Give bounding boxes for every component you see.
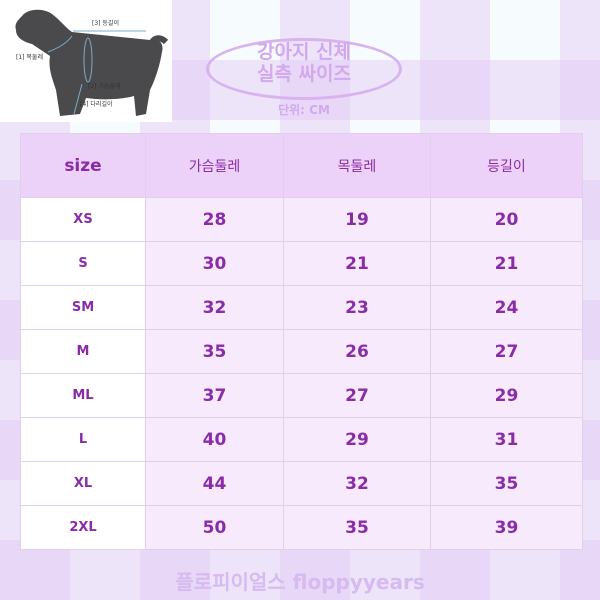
- measurement-cell: 19: [283, 197, 431, 242]
- title-line1: 강아지 신체: [256, 41, 351, 63]
- column-header: 등길이: [430, 133, 583, 198]
- table-row: XS 28 19 20: [20, 197, 583, 242]
- measurement-cell: 21: [283, 241, 431, 286]
- table-row: XL 44 32 35: [20, 461, 583, 506]
- size-cell: L: [20, 417, 146, 462]
- measurement-cell: 24: [430, 285, 583, 330]
- title-line2: 실측 싸이즈: [256, 63, 351, 85]
- measurement-cell: 32: [283, 461, 431, 506]
- measurement-cell: 35: [430, 461, 583, 506]
- measurement-cell: 35: [145, 329, 284, 374]
- size-table: size 가슴둘레 목둘레 등길이 XS 28 19 20 S 30 21 21 SM 32 23 24 M 3…: [20, 133, 583, 550]
- size-cell: ML: [20, 373, 146, 418]
- measurement-cell: 27: [283, 373, 431, 418]
- measurement-cell: 44: [145, 461, 284, 506]
- column-header: 목둘레: [283, 133, 431, 198]
- column-header: size: [20, 133, 146, 198]
- measurement-cell: 40: [145, 417, 284, 462]
- measurement-cell: 28: [145, 197, 284, 242]
- table-header: size 가슴둘레 목둘레 등길이: [20, 133, 583, 198]
- size-cell: XL: [20, 461, 146, 506]
- measurement-cell: 21: [430, 241, 583, 286]
- back-length-label: [3] 등길이: [92, 19, 119, 27]
- measurement-cell: 26: [283, 329, 431, 374]
- measurement-cell: 23: [283, 285, 431, 330]
- size-cell: 2XL: [20, 505, 146, 550]
- measurement-cell: 50: [145, 505, 284, 550]
- unit-label: 단위: CM: [278, 103, 330, 117]
- leg-label: [4] 다리길이: [80, 100, 113, 108]
- table-row: L 40 29 31: [20, 417, 583, 462]
- table-row: 2XL 50 35 39: [20, 505, 583, 550]
- measurement-cell: 29: [430, 373, 583, 418]
- table-row: S 30 21 21: [20, 241, 583, 286]
- measurement-cell: 31: [430, 417, 583, 462]
- size-cell: XS: [20, 197, 146, 242]
- dog-silhouette: [15, 9, 163, 117]
- size-cell: M: [20, 329, 146, 374]
- title-badge: 강아지 신체 실측 싸이즈: [206, 38, 402, 100]
- table-row: M 35 26 27: [20, 329, 583, 374]
- measurement-cell: 32: [145, 285, 284, 330]
- dog-measurement-diagram: [3] 등길이 [1] 목둘레 [2] 가슴둘레 [4] 다리길이: [0, 0, 172, 122]
- brand-footer: 플로피이얼스 floppyyears: [175, 570, 425, 594]
- chest-label: [2] 가슴둘레: [88, 82, 121, 90]
- measurement-cell: 27: [430, 329, 583, 374]
- table-row: SM 32 23 24: [20, 285, 583, 330]
- measurement-cell: 29: [283, 417, 431, 462]
- measurement-cell: 30: [145, 241, 284, 286]
- size-cell: S: [20, 241, 146, 286]
- measurement-cell: 37: [145, 373, 284, 418]
- measurement-cell: 35: [283, 505, 431, 550]
- measurement-cell: 20: [430, 197, 583, 242]
- neck-label: [1] 목둘레: [16, 53, 43, 61]
- size-cell: SM: [20, 285, 146, 330]
- column-header: 가슴둘레: [145, 133, 284, 198]
- measurement-cell: 39: [430, 505, 583, 550]
- table-row: ML 37 27 29: [20, 373, 583, 418]
